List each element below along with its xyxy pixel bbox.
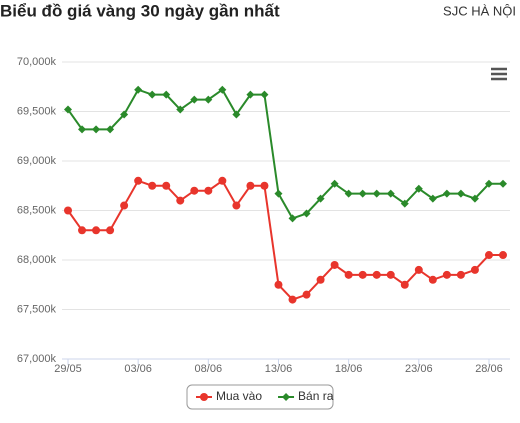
point bbox=[92, 226, 101, 235]
point bbox=[470, 265, 479, 274]
point bbox=[499, 251, 507, 260]
point bbox=[176, 105, 185, 114]
y-tick-label: 67,500k bbox=[17, 303, 57, 315]
point bbox=[106, 125, 115, 134]
point bbox=[456, 270, 465, 279]
series-line bbox=[67, 88, 503, 220]
point bbox=[386, 270, 395, 279]
point bbox=[78, 226, 87, 235]
legend-label[interactable]: Mua vào bbox=[216, 389, 262, 403]
point bbox=[134, 176, 143, 185]
x-tick-label: 23/06 bbox=[405, 363, 433, 375]
point bbox=[400, 280, 409, 289]
point bbox=[316, 194, 325, 203]
point bbox=[134, 85, 143, 94]
point bbox=[260, 90, 269, 99]
point bbox=[484, 251, 493, 260]
point bbox=[176, 196, 185, 205]
point bbox=[316, 275, 325, 284]
point bbox=[386, 189, 395, 198]
point bbox=[414, 184, 423, 193]
y-tick-label: 68,000k bbox=[17, 254, 57, 266]
chart-subtitle: SJC HÀ NỘI bbox=[443, 3, 516, 18]
series-line bbox=[67, 179, 503, 301]
point bbox=[162, 181, 171, 190]
point bbox=[232, 110, 241, 119]
chart-title: Biểu đồ giá vàng 30 ngày gần nhất bbox=[0, 1, 280, 20]
menu-button[interactable] bbox=[489, 67, 509, 83]
point bbox=[218, 85, 227, 94]
point bbox=[499, 179, 507, 188]
point bbox=[120, 201, 129, 210]
point bbox=[358, 189, 367, 198]
point bbox=[246, 90, 255, 99]
point bbox=[64, 105, 72, 114]
point bbox=[470, 194, 479, 203]
point bbox=[358, 270, 367, 279]
y-tick-label: 69,500k bbox=[17, 105, 57, 117]
point bbox=[218, 176, 227, 185]
y-tick-label: 69,000k bbox=[17, 155, 57, 167]
y-tick-label: 68,500k bbox=[17, 204, 57, 216]
point bbox=[120, 110, 129, 119]
point bbox=[372, 270, 381, 279]
point bbox=[330, 260, 339, 269]
point bbox=[92, 125, 101, 134]
point bbox=[372, 189, 381, 198]
point bbox=[428, 275, 437, 284]
point bbox=[232, 201, 241, 210]
point bbox=[106, 226, 115, 235]
y-tick-label: 70,000k bbox=[17, 56, 57, 68]
point bbox=[456, 189, 465, 198]
x-tick-label: 18/06 bbox=[335, 363, 363, 375]
point bbox=[190, 95, 199, 104]
y-tick-label: 67,000k bbox=[17, 353, 57, 365]
point bbox=[428, 194, 437, 203]
point bbox=[64, 206, 72, 215]
point bbox=[190, 186, 199, 195]
x-tick-label: 13/06 bbox=[265, 363, 293, 375]
point bbox=[344, 189, 353, 198]
point bbox=[274, 280, 283, 289]
point bbox=[288, 214, 297, 223]
point bbox=[274, 189, 283, 198]
point bbox=[148, 90, 157, 99]
point bbox=[78, 125, 87, 134]
point bbox=[204, 95, 213, 104]
point bbox=[288, 295, 297, 304]
point bbox=[302, 290, 311, 299]
point bbox=[204, 186, 213, 195]
point bbox=[260, 181, 269, 190]
point bbox=[484, 179, 493, 188]
x-tick-label: 29/05 bbox=[54, 363, 82, 375]
point bbox=[148, 181, 157, 190]
point bbox=[442, 270, 451, 279]
point bbox=[442, 189, 451, 198]
legend-label[interactable]: Bán ra bbox=[298, 389, 334, 403]
point bbox=[344, 270, 353, 279]
point bbox=[246, 181, 255, 190]
point bbox=[200, 393, 208, 401]
point bbox=[162, 90, 171, 99]
point bbox=[302, 209, 311, 218]
point bbox=[400, 199, 409, 208]
x-tick-label: 03/06 bbox=[124, 363, 152, 375]
point bbox=[330, 179, 339, 188]
legend-box bbox=[186, 384, 334, 410]
point bbox=[282, 393, 291, 401]
point bbox=[414, 265, 423, 274]
x-tick-label: 08/06 bbox=[195, 363, 223, 375]
x-tick-label: 28/06 bbox=[475, 363, 503, 375]
